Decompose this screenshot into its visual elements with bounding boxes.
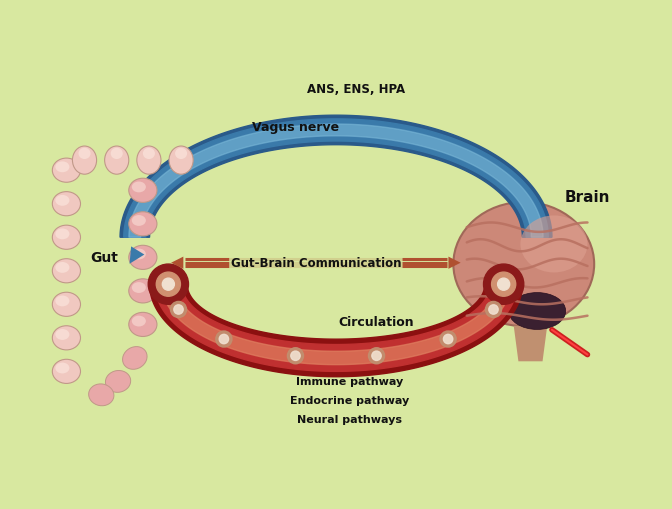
Ellipse shape	[129, 212, 157, 236]
Circle shape	[492, 273, 515, 297]
Ellipse shape	[132, 316, 146, 327]
Polygon shape	[513, 326, 547, 361]
Ellipse shape	[129, 313, 157, 337]
Ellipse shape	[52, 225, 81, 250]
Circle shape	[171, 302, 187, 318]
Ellipse shape	[129, 246, 157, 270]
Ellipse shape	[132, 249, 146, 260]
Polygon shape	[124, 120, 548, 238]
Text: Circulation: Circulation	[339, 315, 414, 328]
Ellipse shape	[129, 279, 157, 303]
Text: Neural pathways: Neural pathways	[297, 414, 402, 424]
Ellipse shape	[137, 147, 161, 175]
Ellipse shape	[132, 282, 146, 293]
Circle shape	[484, 265, 523, 305]
Ellipse shape	[55, 263, 69, 273]
Text: Vagus nerve: Vagus nerve	[252, 121, 339, 134]
Ellipse shape	[79, 149, 91, 160]
Ellipse shape	[55, 296, 69, 307]
Circle shape	[372, 351, 381, 361]
Circle shape	[291, 351, 300, 361]
Ellipse shape	[55, 162, 69, 173]
Polygon shape	[155, 285, 517, 372]
Polygon shape	[150, 285, 522, 377]
Ellipse shape	[143, 149, 155, 160]
Polygon shape	[129, 125, 543, 238]
Ellipse shape	[73, 147, 97, 175]
Ellipse shape	[111, 149, 123, 160]
Ellipse shape	[520, 216, 587, 273]
Ellipse shape	[52, 259, 81, 284]
Circle shape	[440, 331, 456, 347]
Ellipse shape	[106, 371, 130, 392]
Text: ANS, ENS, HPA: ANS, ENS, HPA	[307, 83, 405, 96]
Circle shape	[288, 348, 304, 364]
Circle shape	[163, 278, 174, 291]
Ellipse shape	[132, 216, 146, 227]
Circle shape	[219, 335, 228, 344]
Ellipse shape	[509, 293, 566, 330]
Ellipse shape	[169, 147, 193, 175]
Text: Immune pathway: Immune pathway	[296, 377, 403, 387]
Ellipse shape	[52, 293, 81, 317]
Polygon shape	[120, 116, 552, 238]
Text: Endocrine pathway: Endocrine pathway	[290, 395, 409, 405]
Circle shape	[489, 305, 498, 315]
Ellipse shape	[122, 347, 147, 370]
Ellipse shape	[52, 359, 81, 384]
Circle shape	[216, 331, 232, 347]
Circle shape	[174, 305, 183, 315]
Text: Brain: Brain	[564, 190, 610, 205]
Ellipse shape	[454, 203, 594, 326]
Circle shape	[444, 335, 453, 344]
Ellipse shape	[55, 363, 69, 374]
Ellipse shape	[89, 384, 114, 406]
Ellipse shape	[52, 159, 81, 183]
Ellipse shape	[105, 147, 129, 175]
Ellipse shape	[132, 182, 146, 193]
Ellipse shape	[175, 149, 187, 160]
Text: Gut-Brain Communication: Gut-Brain Communication	[230, 257, 401, 270]
Circle shape	[368, 348, 384, 364]
Ellipse shape	[52, 192, 81, 216]
Circle shape	[498, 278, 509, 291]
Ellipse shape	[55, 229, 69, 240]
Ellipse shape	[55, 329, 69, 340]
Polygon shape	[162, 285, 510, 365]
Circle shape	[149, 265, 188, 305]
Circle shape	[157, 273, 180, 297]
Text: Gut: Gut	[91, 251, 118, 265]
Ellipse shape	[52, 326, 81, 350]
Ellipse shape	[129, 179, 157, 203]
Ellipse shape	[55, 195, 69, 206]
Circle shape	[485, 302, 501, 318]
